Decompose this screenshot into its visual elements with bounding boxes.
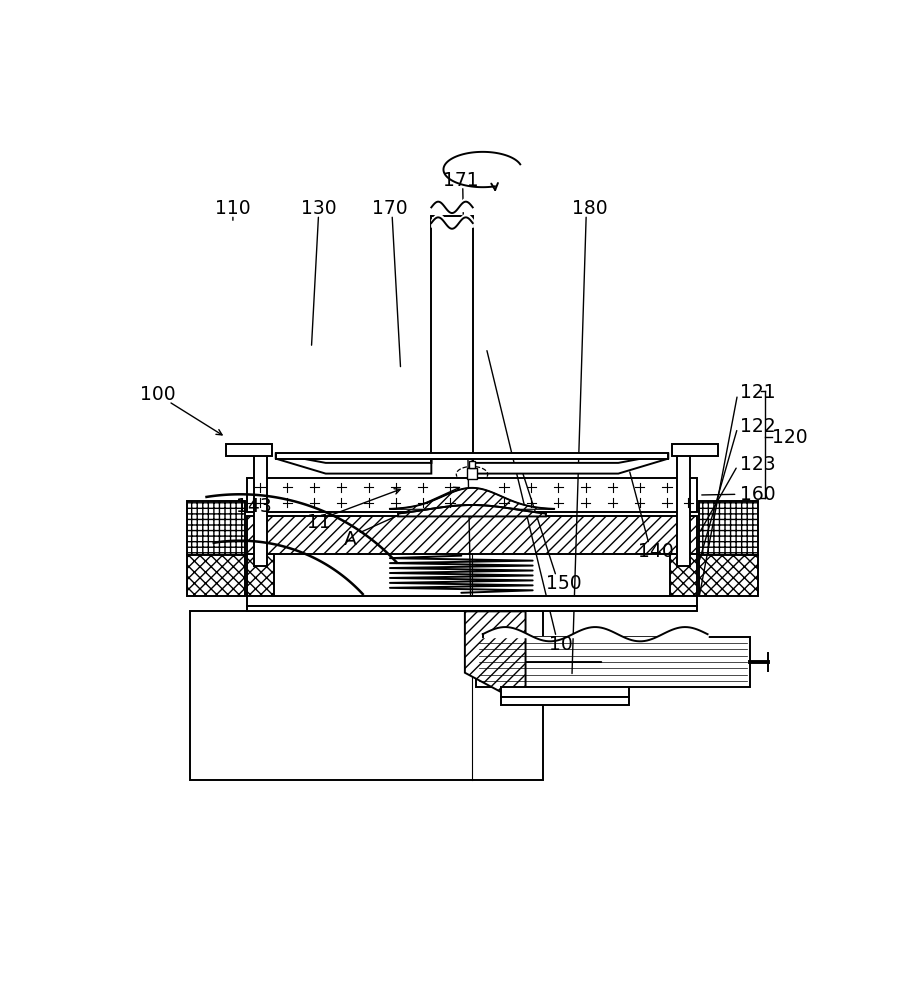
Bar: [677, 453, 690, 566]
Polygon shape: [465, 611, 526, 701]
Bar: [670, 554, 697, 596]
Bar: [501, 697, 629, 705]
Bar: [699, 501, 757, 555]
Bar: [247, 516, 697, 554]
Text: 120: 120: [772, 428, 808, 447]
Polygon shape: [390, 488, 554, 509]
Text: 160: 160: [740, 485, 775, 504]
Bar: [226, 444, 273, 456]
Bar: [275, 453, 669, 459]
Bar: [247, 478, 697, 512]
Bar: [247, 606, 697, 611]
Polygon shape: [398, 505, 546, 516]
Text: 10: 10: [549, 635, 573, 654]
Text: 110: 110: [216, 199, 251, 218]
Bar: [467, 468, 477, 479]
Bar: [431, 216, 472, 459]
Bar: [469, 461, 475, 468]
Text: 143: 143: [237, 497, 273, 516]
Bar: [672, 444, 718, 456]
Bar: [699, 555, 757, 596]
Bar: [186, 501, 245, 555]
Text: 121: 121: [740, 383, 775, 402]
Bar: [501, 687, 629, 697]
Text: 150: 150: [545, 574, 581, 593]
Text: 123: 123: [740, 455, 775, 474]
Text: 11: 11: [307, 513, 331, 532]
Bar: [186, 555, 245, 596]
Text: 100: 100: [140, 385, 176, 404]
Polygon shape: [275, 454, 431, 474]
Bar: [190, 611, 543, 780]
Text: 170: 170: [372, 199, 408, 218]
Bar: [247, 554, 274, 596]
Text: 180: 180: [572, 199, 608, 218]
Text: 130: 130: [301, 199, 336, 218]
Bar: [475, 637, 751, 687]
Text: 122: 122: [740, 417, 775, 436]
Text: A: A: [344, 530, 357, 549]
Bar: [254, 453, 267, 566]
Polygon shape: [472, 454, 669, 474]
Text: 171: 171: [444, 171, 479, 190]
Bar: [247, 596, 697, 606]
Text: 140: 140: [638, 542, 674, 561]
